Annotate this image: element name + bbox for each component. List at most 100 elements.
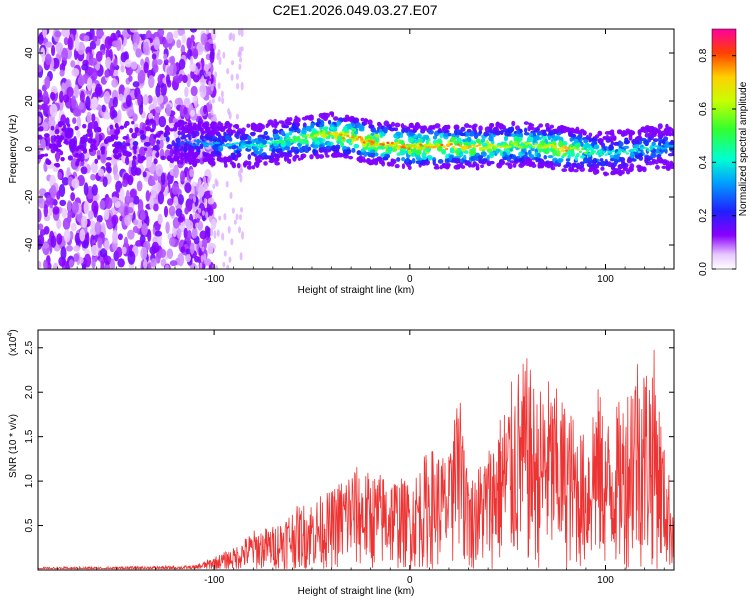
spectrogram-cell: [179, 170, 186, 183]
spectrogram-cell: [271, 122, 275, 128]
spectrogram-cell: [498, 162, 503, 167]
spectrogram-cell: [407, 165, 412, 170]
spectrogram-cell: [110, 196, 118, 204]
spectrogram-cell: [583, 139, 589, 144]
spectrogram-cell: [39, 229, 46, 236]
spectrogram-cell: [636, 135, 643, 140]
spectrogram-cell: [186, 37, 192, 50]
spectrogram-x-label: Height of straight line (km): [298, 285, 415, 296]
spectrogram-cell: [341, 136, 345, 140]
spectrogram-cell: [174, 97, 183, 105]
spectrogram-cell: [586, 162, 593, 168]
spectrogram-cell: [175, 208, 183, 217]
spectrogram-cell: [70, 222, 77, 232]
spectrogram-cell: [658, 146, 662, 149]
spectrogram-cell: [229, 32, 233, 41]
spectrogram-cell: [38, 64, 42, 73]
spectrogram-cell: [230, 73, 234, 81]
spectrogram-cell: [360, 117, 365, 122]
spectrogram-cell: [552, 149, 557, 157]
spectrogram-cell: [74, 232, 81, 245]
spectrogram-cell: [94, 158, 99, 164]
spectrogram-cell: [466, 146, 470, 149]
spectrogram-cell: [325, 154, 330, 158]
spectrogram-cell: [434, 163, 439, 169]
spectrogram-cell: [613, 168, 618, 175]
spectrogram-cell: [74, 84, 79, 99]
spectrogram-cell: [257, 150, 262, 155]
colorbar-tick-label: 0.2: [698, 208, 709, 222]
spectrogram-cell: [235, 150, 241, 154]
spectrogram-cell: [74, 153, 81, 158]
spectrogram-cell: [94, 221, 102, 235]
spectrogram-cell: [420, 129, 426, 134]
spectrogram-cell: [469, 130, 475, 137]
snr-x-tick-label: 0: [407, 575, 413, 586]
spectrogram-cell: [189, 142, 193, 145]
spectrogram-cell: [200, 254, 204, 263]
spectrogram-cell: [592, 164, 598, 170]
spectrogram-cell: [103, 111, 111, 120]
spectrogram-cell: [294, 146, 299, 151]
spectrogram-cell: [306, 133, 310, 137]
spectrogram-cell: [143, 61, 149, 74]
spectrogram-cell: [164, 264, 170, 269]
spectrogram-cell: [521, 149, 526, 153]
spectrogram-cell: [83, 253, 92, 268]
spectrogram-cell: [128, 75, 133, 83]
snr-y-tick-label: 2.5: [24, 340, 35, 354]
spectrogram-cell: [637, 129, 642, 136]
spectrogram-cell: [639, 147, 644, 150]
snr-y-label: SNR (10 * v/v): [8, 414, 19, 478]
spectrogram-cell: [407, 147, 411, 150]
spectrogram-cell: [121, 179, 128, 188]
spectrogram-cell: [56, 190, 61, 200]
spectrogram-cell: [97, 155, 101, 160]
spectrogram-cell: [668, 144, 672, 148]
spectrogram-cell: [599, 158, 604, 162]
spectrogram-cell: [129, 189, 137, 198]
spectrogram-cell: [97, 237, 103, 249]
spectrogram-cell: [124, 120, 130, 126]
spectrogram-cell: [594, 134, 600, 139]
spectrogram-cell: [38, 234, 45, 247]
spectrogram-cell: [318, 144, 324, 148]
spectrogram-cell: [535, 134, 540, 141]
spectrogram-cell: [459, 132, 466, 137]
spectrogram-cell: [518, 158, 523, 162]
spectrogram-cell: [211, 98, 215, 104]
spectrogram-cell: [251, 165, 256, 170]
spectrogram-cell: [528, 123, 535, 128]
spectrogram-cell: [602, 136, 608, 140]
spectrogram-cell: [407, 149, 412, 156]
spectrogram-cell: [400, 140, 405, 145]
spectrogram-cell: [378, 159, 385, 165]
spectrogram-cell: [187, 203, 192, 212]
spectrogram-cell: [670, 139, 674, 145]
spectrogram-cell: [173, 142, 179, 148]
spectrogram-cell: [112, 163, 118, 177]
spectrogram-cell: [373, 137, 380, 143]
spectrogram-cell: [522, 141, 526, 144]
spectrogram-cell: [209, 190, 213, 196]
spectrogram-cell: [336, 139, 343, 144]
spectrogram-cell: [119, 125, 125, 130]
spectrogram-cell: [38, 223, 44, 231]
spectrogram-cell: [49, 103, 58, 117]
spectrogram-cell: [480, 147, 484, 150]
spectrogram-cell: [628, 149, 632, 153]
spectrogram-cell: [214, 141, 219, 145]
spectrogram-cell: [540, 159, 545, 165]
spectrogram-cell: [222, 261, 226, 268]
spectrogram-cell: [664, 130, 669, 137]
spectrogram-cell: [217, 82, 221, 90]
spectrogram-cell: [145, 215, 150, 227]
spectrogram-cell: [155, 106, 162, 114]
spectrogram-cell: [571, 146, 576, 150]
spectrogram-cell: [561, 125, 567, 132]
spectrogram-cell: [370, 149, 376, 153]
spectrogram-cell: [257, 146, 261, 149]
spectrogram-cell: [282, 152, 289, 157]
spectrogram-cell: [207, 242, 214, 255]
spectrogram-cell: [318, 132, 322, 135]
